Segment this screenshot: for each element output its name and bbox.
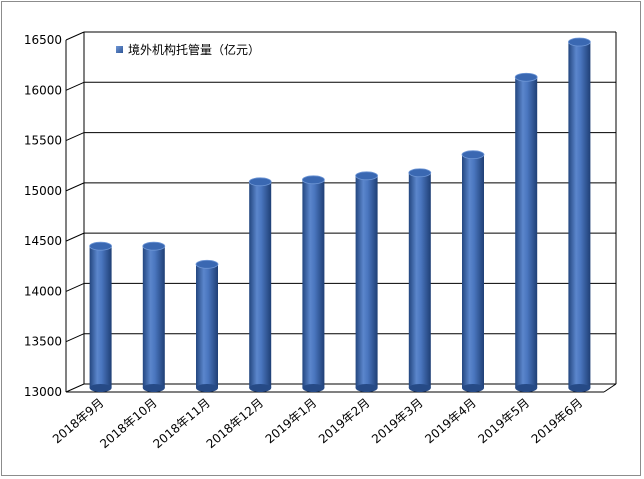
legend-swatch [116, 46, 123, 53]
bar [461, 150, 485, 392]
y-tick-label: 16000 [24, 83, 62, 97]
y-tick-label: 16500 [24, 33, 62, 47]
bar [514, 72, 538, 392]
bar-top [142, 241, 166, 251]
bar-top [195, 259, 219, 269]
gridline-depth [65, 333, 85, 343]
gridline-depth [65, 282, 85, 292]
gridline-depth [65, 31, 85, 41]
x-tick-label: 2018年10月 [97, 396, 159, 452]
bar-body [196, 264, 218, 388]
x-tick-label: 2019年5月 [475, 396, 532, 447]
bar-base [462, 384, 484, 392]
bar-base [196, 384, 218, 392]
bar-top [301, 175, 325, 185]
x-tick-labels: 2018年9月2018年10月2018年11月2018年12月2019年1月20… [50, 396, 585, 452]
bar-top [248, 177, 272, 187]
bar [408, 168, 432, 392]
bar-base [142, 384, 165, 392]
bar-base [568, 384, 591, 392]
y-tick-label: 15500 [24, 134, 62, 148]
bar-body [302, 179, 325, 388]
y-tick-label: 14500 [24, 234, 62, 248]
x-tick-label: 2018年11月 [150, 396, 212, 452]
bar [355, 171, 379, 392]
bar [248, 177, 272, 392]
x-tick-label: 2019年2月 [316, 396, 373, 447]
legend-label: 境外机构托管量（亿元） [128, 42, 260, 57]
bar-body [515, 77, 538, 388]
gridline-depth [65, 232, 85, 242]
bar-top [355, 171, 379, 181]
y-tick-label: 13500 [24, 335, 62, 349]
bar-body [355, 175, 378, 388]
bar-top [89, 241, 112, 251]
bar [89, 241, 112, 392]
bar-top [568, 37, 591, 47]
bar-top [461, 150, 485, 160]
bar [301, 175, 325, 392]
y-tick-label: 15000 [24, 184, 62, 198]
axis-layer: 13000 13500 14000 14500 15000 15500 16000 16500 [24, 32, 617, 399]
bar-base [515, 384, 538, 392]
bar-base [355, 384, 378, 392]
gridline-depth [65, 132, 85, 142]
gridline-depth [65, 383, 85, 393]
bar-top [514, 72, 538, 82]
gridline-depth [65, 81, 85, 91]
bar-body [89, 246, 112, 388]
x-tick-label: 2019年3月 [369, 396, 426, 447]
bar-layer [89, 37, 591, 392]
x-tick-label: 2018年12月 [204, 396, 266, 452]
x-tick-label: 2019年6月 [529, 396, 586, 447]
bar-base [89, 384, 112, 392]
bar-body [462, 154, 484, 388]
y-tick-label: 14000 [24, 284, 62, 298]
bar [568, 37, 591, 392]
bar-body [408, 172, 431, 388]
bar-body [142, 246, 165, 388]
bar-base [302, 384, 325, 392]
x-tick-label: 2019年1月 [263, 396, 320, 447]
bar-body [568, 42, 591, 388]
gridline-depth [65, 182, 85, 192]
bar-body [249, 181, 272, 388]
bar [195, 259, 219, 392]
x-tick-label: 2019年4月 [422, 396, 479, 447]
bar-top [408, 168, 432, 178]
bar-base [249, 384, 272, 392]
bar-base [408, 384, 431, 392]
floor-edge [603, 383, 617, 393]
bar [142, 241, 166, 392]
y-tick-label: 13000 [24, 385, 62, 399]
legend: 境外机构托管量（亿元） [116, 42, 260, 57]
